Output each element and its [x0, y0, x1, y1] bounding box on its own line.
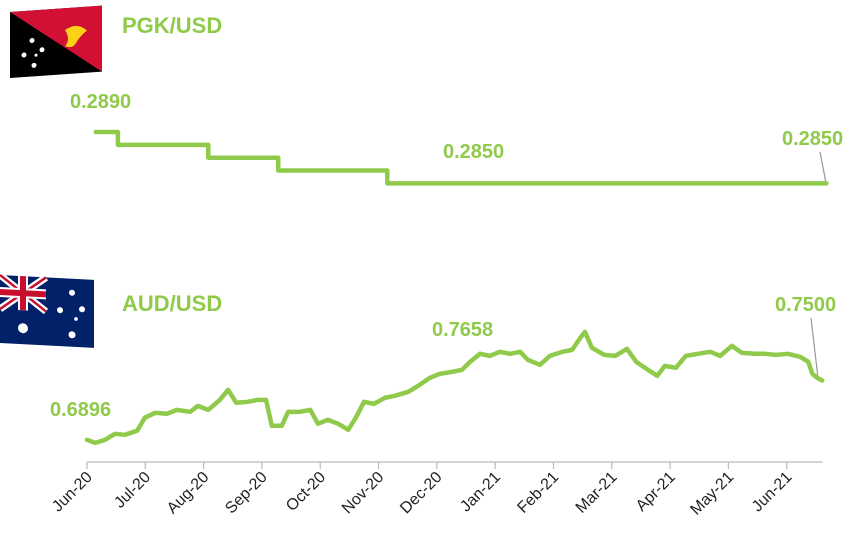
annotation: 0.2850 — [443, 141, 504, 163]
x-tick-label: May-21 — [687, 469, 737, 519]
data-line — [84, 329, 825, 446]
x-tick-label: Jun-20 — [49, 469, 96, 516]
x-tick-label: Feb-21 — [514, 469, 562, 517]
x-tick-label: Oct-20 — [283, 469, 329, 515]
png-flag — [10, 5, 102, 78]
annotation: 0.7658 — [432, 319, 493, 341]
x-tick-label: Sep-20 — [222, 469, 271, 518]
x-tick-label: Dec-20 — [397, 469, 446, 518]
x-tick-label: Jul-20 — [111, 469, 154, 512]
x-tick-label: Jun-21 — [749, 469, 796, 516]
data-line — [93, 129, 829, 186]
leader-line — [810, 317, 819, 379]
australia-flag — [0, 272, 94, 348]
chart-title: PGK/USD — [122, 13, 222, 38]
x-tick-label: Aug-20 — [164, 469, 213, 518]
leader-line — [819, 151, 827, 184]
chart-title: AUD/USD — [122, 291, 222, 316]
x-tick-label: Apr-21 — [633, 469, 679, 515]
annotation: 0.6896 — [50, 399, 111, 421]
annotation: 0.7500 — [775, 294, 836, 316]
x-tick-label: Nov-20 — [339, 469, 388, 518]
annotation: 0.2890 — [70, 91, 131, 113]
x-tick-label: Mar-21 — [573, 469, 621, 517]
annotation: 0.2850 — [782, 128, 843, 150]
x-tick-label: Jan-21 — [457, 469, 504, 516]
